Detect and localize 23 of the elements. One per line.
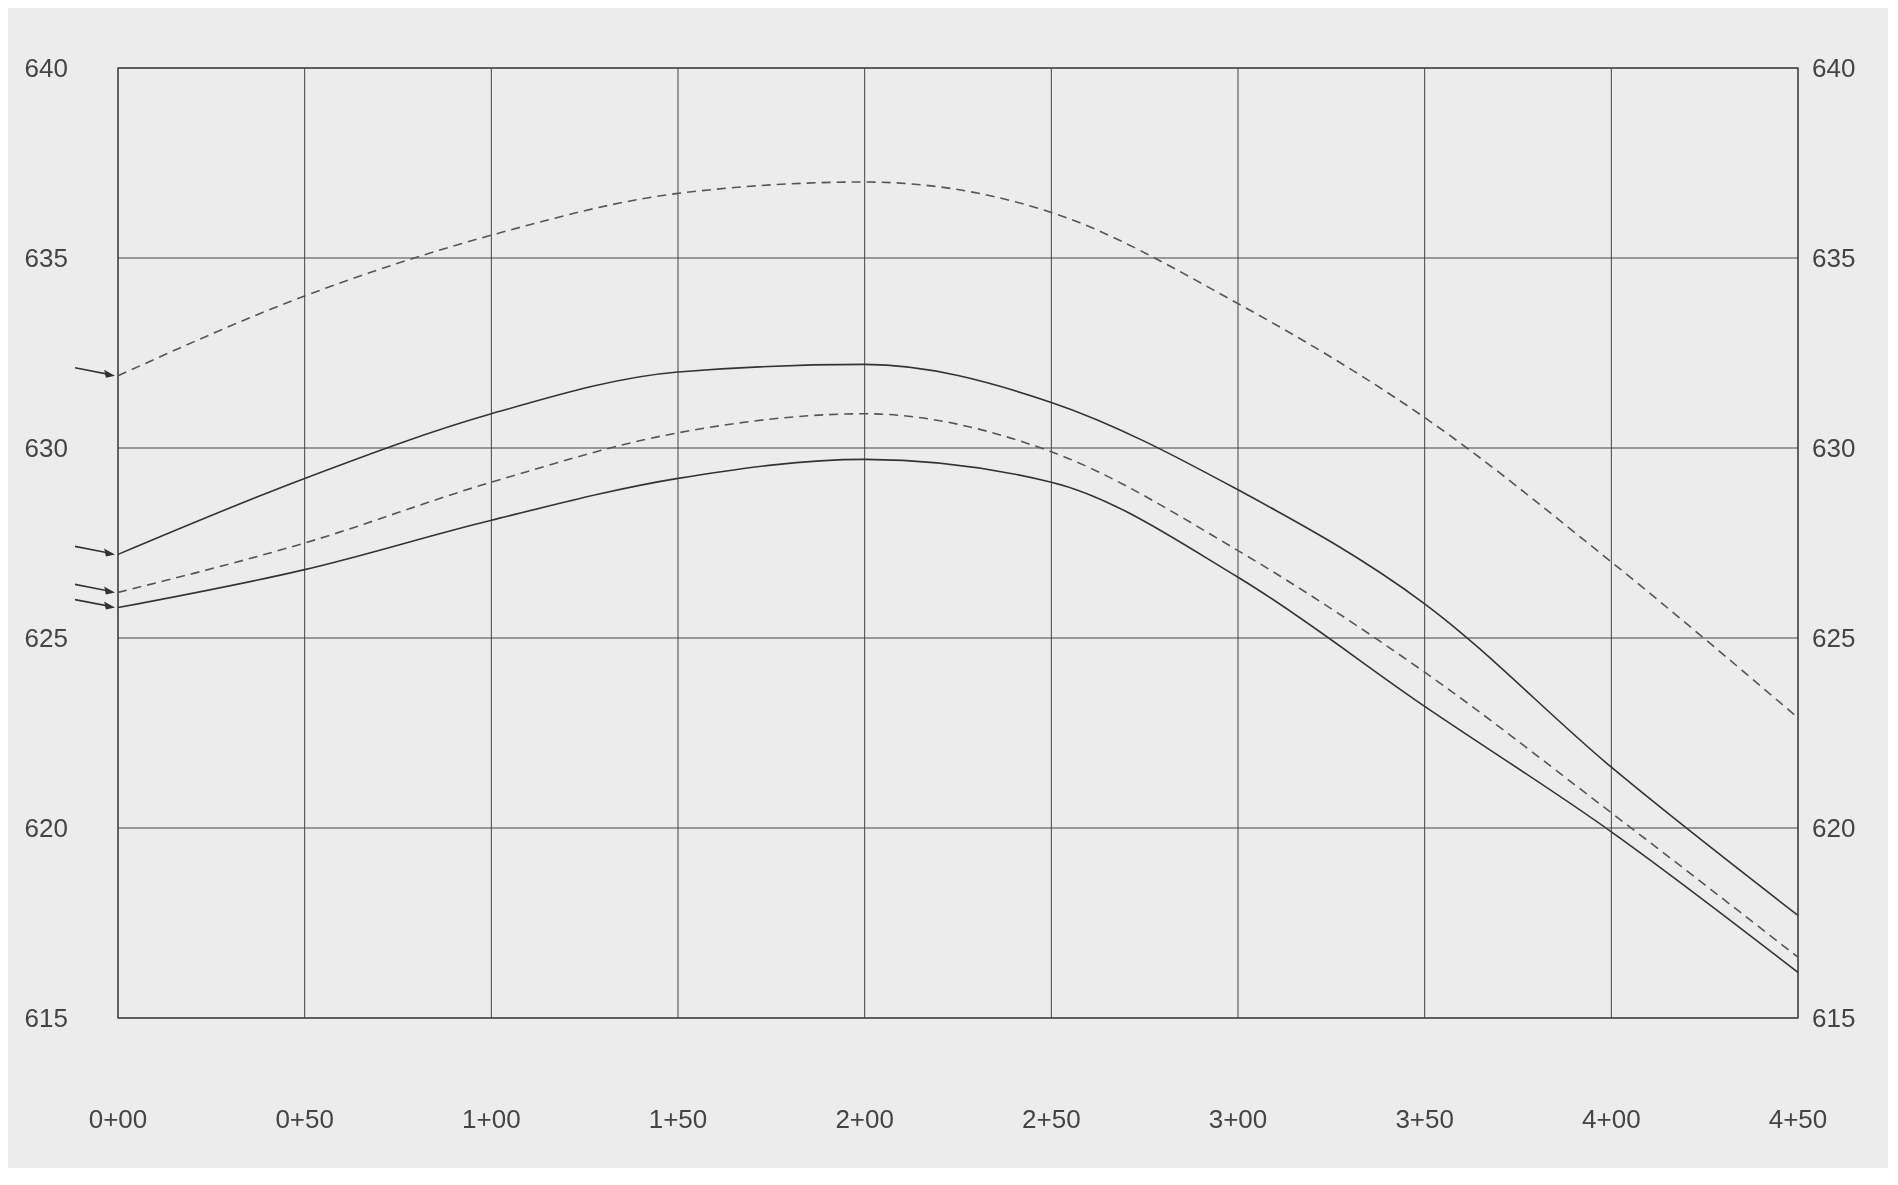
y2-tick-label: 640 [1812,53,1856,84]
x-tick-label: 3+50 [1395,1104,1454,1134]
x-tick-label: 2+50 [1022,1104,1081,1134]
x-tick-label: 4+00 [1582,1104,1641,1134]
x-tick-label: 1+50 [648,1104,708,1134]
x-tick-label: 0+00 [88,1104,148,1134]
y-tick-label: 625 [24,623,68,654]
y2-tick-label: 615 [1812,1003,1856,1034]
y2-tick-label: 635 [1812,243,1856,274]
line-series [117,363,1799,917]
y-tick-label: 630 [24,433,68,464]
x-tick-label: 0+50 [275,1104,334,1134]
y-tick-label: 640 [24,53,68,84]
y2-tick-label: 630 [1812,433,1856,464]
y-tick-label: 635 [24,243,68,274]
x-tick-label: 3+00 [1208,1104,1268,1134]
y-tick-label: 615 [24,1003,68,1034]
y2-tick-label: 625 [1812,623,1856,654]
x-tick-label: 2+00 [835,1104,894,1134]
x-tick-label: 4+50 [1768,1104,1828,1134]
y2-tick-label: 620 [1812,813,1856,844]
y-tick-label: 620 [24,813,68,844]
x-tick-label: 1+00 [462,1104,521,1134]
